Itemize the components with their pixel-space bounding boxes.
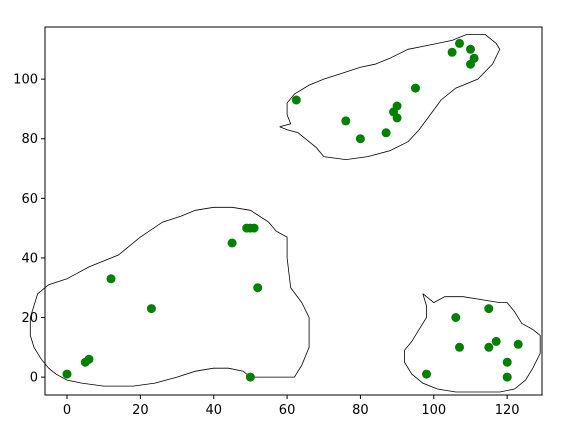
data-point xyxy=(447,47,457,57)
data-point xyxy=(355,134,365,144)
y-tick-label: 80 xyxy=(21,132,38,147)
data-point xyxy=(502,372,512,382)
plot-frame xyxy=(44,26,543,396)
x-axis: 0 20 40 60 80 100 120 xyxy=(63,395,520,418)
data-point xyxy=(392,101,402,111)
data-point xyxy=(455,38,464,48)
x-tick-label: 40 xyxy=(205,403,222,418)
data-point xyxy=(466,44,475,54)
x-tick-label: 80 xyxy=(352,403,369,418)
x-tick-label: 120 xyxy=(495,403,520,418)
data-point xyxy=(62,369,72,379)
contour-layer xyxy=(29,34,541,393)
x-tick-label: 20 xyxy=(132,403,149,418)
data-point xyxy=(455,342,464,352)
data-point xyxy=(502,357,512,367)
data-point xyxy=(513,339,523,349)
data-point xyxy=(245,372,255,382)
data-point xyxy=(491,336,501,346)
y-tick-label: 20 xyxy=(21,311,38,326)
points-layer xyxy=(62,38,523,382)
data-point xyxy=(411,83,420,93)
x-tick-label: 0 xyxy=(63,403,71,418)
y-tick-label: 40 xyxy=(21,251,38,266)
data-point xyxy=(381,128,391,138)
data-point xyxy=(84,354,94,364)
y-tick-label: 60 xyxy=(21,192,38,207)
y-axis: 0 20 40 60 80 100 xyxy=(13,73,45,386)
y-tick-label: 0 xyxy=(30,371,38,386)
cluster-boundary-3 xyxy=(404,293,541,393)
data-point xyxy=(484,304,494,314)
data-point xyxy=(484,342,494,352)
data-point xyxy=(291,95,301,105)
x-tick-label: 100 xyxy=(421,403,446,418)
data-point xyxy=(469,53,479,63)
data-point xyxy=(146,304,156,314)
cluster-boundary-1 xyxy=(29,206,310,387)
x-tick-label: 60 xyxy=(279,403,296,418)
data-point xyxy=(249,223,259,233)
data-point xyxy=(341,116,351,126)
data-point xyxy=(227,238,237,248)
cluster-boundary-2 xyxy=(279,34,501,161)
y-tick-label: 100 xyxy=(13,73,38,88)
data-point xyxy=(392,113,402,123)
data-point xyxy=(451,313,461,322)
data-point xyxy=(253,283,263,293)
data-point xyxy=(106,274,116,284)
data-point xyxy=(422,369,431,379)
